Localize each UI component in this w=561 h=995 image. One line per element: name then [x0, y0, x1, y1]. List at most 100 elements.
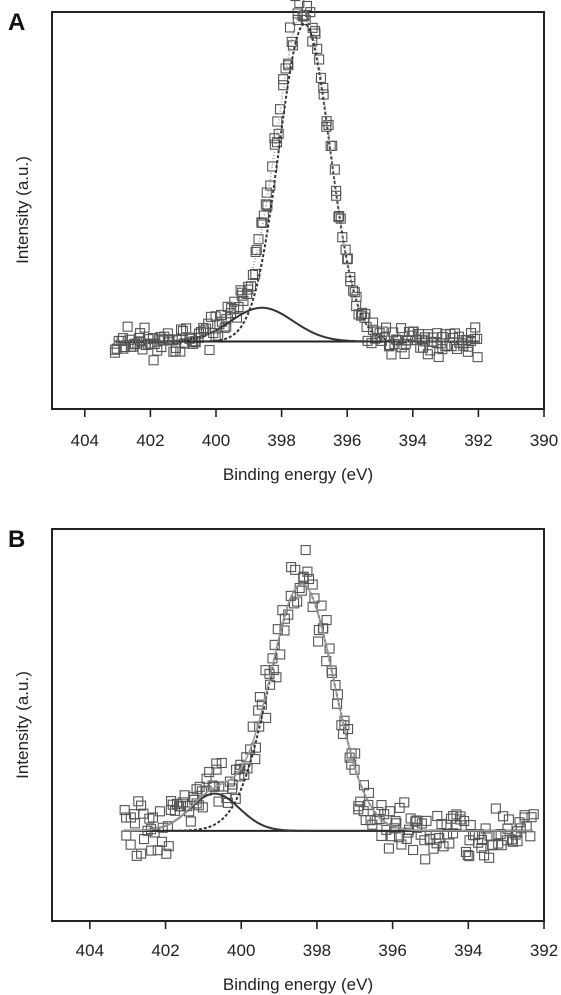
data-point-b-36 [184, 806, 195, 817]
data-point-b-17 [147, 812, 159, 823]
data-point-b-195 [465, 820, 476, 831]
data-point-a-99 [267, 161, 278, 172]
data-point-b-163 [410, 816, 421, 827]
data-point-b-114 [321, 615, 332, 626]
data-point-a-203 [432, 328, 443, 339]
data-point-b-125 [342, 723, 354, 735]
data-point-a-104 [273, 128, 284, 139]
data-point-b-40 [191, 784, 202, 795]
data-point-a-182 [399, 348, 410, 359]
data-point-b-164 [411, 815, 422, 826]
panel-b: B 404 402 400 398 396 394 392 Binding energy (… [8, 526, 558, 994]
data-point-b-110 [316, 600, 327, 611]
data-point-b-216 [503, 814, 514, 825]
data-point-a-92 [256, 217, 267, 228]
data-point-b-162 [408, 844, 419, 856]
x-tick-label-b-4: 396 [378, 941, 406, 960]
data-point-a-111 [284, 22, 296, 33]
panel-letter-b: B [8, 526, 25, 553]
data-point-b-146 [379, 809, 390, 820]
data-point-a-198 [422, 349, 433, 360]
data-point-b-152 [390, 816, 401, 827]
x-tick-label-b-1: 402 [151, 941, 179, 960]
data-point-a-74 [226, 303, 237, 314]
data-point-a-110 [282, 58, 294, 69]
data-point-a-229 [472, 333, 483, 344]
data-point-a-43 [177, 326, 189, 337]
data-point-b-170 [421, 815, 432, 826]
data-point-b-192 [462, 850, 473, 861]
data-point-b-55 [216, 757, 227, 769]
x-axis-label-b: Binding energy (eV) [223, 975, 373, 994]
data-point-a-72 [222, 301, 233, 312]
data-point-a-59 [203, 318, 214, 329]
x-tick-label-b-6: 392 [530, 941, 558, 960]
data-point-a-93 [257, 217, 268, 229]
data-point-b-50 [208, 781, 219, 792]
envelope-curve-a-4 [114, 9, 479, 343]
data-point-b-1 [121, 830, 132, 841]
data-point-b-228 [526, 812, 537, 823]
y-axis-label-a: Intensity (a.u.) [13, 156, 32, 264]
data-point-b-27 [166, 796, 177, 807]
data-point-a-227 [470, 322, 481, 333]
data-point-a-34 [163, 334, 175, 345]
data-point-a-30 [156, 342, 167, 353]
data-point-b-15 [146, 845, 157, 856]
data-point-b-213 [498, 811, 509, 822]
data-point-a-77 [231, 312, 243, 323]
x-tick-label-a-3: 398 [267, 431, 295, 450]
data-point-a-65 [213, 330, 224, 341]
data-point-a-223 [462, 346, 473, 357]
data-point-b-12 [138, 834, 150, 845]
data-point-b-145 [376, 800, 387, 811]
data-point-b-115 [324, 643, 335, 654]
data-point-b-201 [476, 842, 487, 853]
data-point-b-37 [185, 816, 196, 827]
data-point-a-106 [278, 74, 289, 85]
data-point-a-177 [391, 334, 402, 345]
data-point-b-169 [420, 854, 431, 865]
data-point-a-8 [122, 321, 133, 332]
component-curve-a-2 [114, 22, 479, 343]
data-point-b-86 [271, 672, 282, 683]
data-point-b-156 [396, 839, 407, 850]
data-point-a-128 [312, 43, 323, 54]
data-point-a-184 [400, 338, 411, 349]
data-point-b-6 [129, 818, 141, 829]
data-point-b-92 [283, 609, 294, 620]
data-point-b-108 [313, 636, 324, 647]
data-point-b-71 [245, 744, 256, 755]
data-point-b-199 [473, 837, 484, 848]
x-tick-label-b-3: 398 [303, 941, 331, 960]
data-point-b-3 [125, 839, 136, 850]
data-point-a-102 [272, 116, 283, 127]
data-point-b-211 [495, 829, 506, 840]
data-point-a-181 [396, 323, 407, 334]
data-point-a-122 [301, 0, 313, 12]
data-point-b-48 [204, 767, 215, 778]
data-point-b-127 [346, 759, 357, 770]
data-point-a-19 [139, 322, 150, 333]
x-tick-label-a-7: 390 [530, 431, 558, 450]
data-point-b-38 [188, 791, 199, 802]
data-point-b-106 [307, 579, 318, 590]
data-point-b-203 [480, 823, 491, 834]
data-point-b-41 [191, 798, 202, 809]
data-point-b-193 [464, 835, 475, 846]
data-point-a-129 [314, 54, 325, 65]
data-point-a-60 [204, 344, 215, 356]
data-point-a-174 [386, 349, 397, 360]
data-point-a-190 [411, 335, 423, 346]
data-point-a-42 [176, 324, 187, 335]
x-tick-label-a-0: 404 [71, 431, 99, 450]
data-point-b-175 [431, 838, 442, 849]
data-point-b-208 [490, 803, 501, 814]
data-point-b-14 [144, 813, 155, 824]
data-point-b-185 [447, 828, 459, 839]
x-tick-label-a-2: 400 [202, 431, 230, 450]
data-point-a-113 [287, 40, 298, 51]
x-tick-label-a-6: 392 [464, 431, 492, 450]
data-point-a-89 [250, 246, 261, 258]
